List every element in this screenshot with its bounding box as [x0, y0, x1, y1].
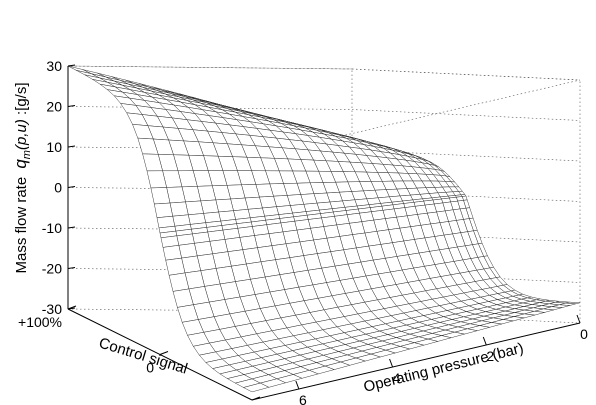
x-tick — [389, 358, 394, 368]
x-axis-line — [251, 322, 581, 401]
y-tick — [159, 351, 169, 355]
surface-cell — [156, 215, 176, 229]
surface-cell — [165, 257, 186, 276]
surface-cell — [185, 200, 204, 216]
surface-cell — [200, 199, 219, 214]
x-tick — [295, 380, 300, 390]
z-tick — [67, 226, 76, 229]
z-tick — [67, 145, 76, 148]
z-tick-label: -30 — [42, 301, 62, 317]
surface-cell — [154, 202, 173, 218]
y-tick-label: 0 — [146, 360, 154, 376]
z-tick-label: 30 — [46, 58, 62, 74]
y-tick-label: +100% — [18, 314, 62, 330]
z-axis-args: (p,u) — [13, 119, 30, 150]
z-tick — [67, 105, 76, 107]
z-axis-unit: :[g/s] — [13, 82, 30, 119]
z-tick-label: 0 — [54, 180, 62, 196]
y-tick — [67, 305, 77, 310]
z-tick — [67, 186, 76, 188]
z-axis-subscript: m — [21, 150, 33, 159]
surface-cell — [215, 198, 234, 213]
x-tick-label: 6 — [299, 392, 307, 405]
z-axis-symbol: q — [11, 159, 30, 169]
z-axis-label: Mass flow rate qm(p,u) :[g/s] — [11, 82, 33, 273]
surface-cell — [239, 235, 258, 250]
z-axis-label-text: Mass flow rate — [13, 177, 30, 274]
surface-cell — [203, 211, 221, 223]
surface-cell — [169, 201, 189, 217]
z-tick — [67, 267, 76, 269]
z-tick-label: -10 — [42, 220, 62, 236]
box-edge — [351, 109, 581, 121]
x-tick-label: 0 — [580, 326, 588, 342]
surface-cell — [194, 241, 213, 257]
z-tick-label: 10 — [46, 139, 62, 155]
surface-cell — [150, 187, 171, 205]
surface-cell — [188, 213, 206, 225]
box-edge — [67, 106, 353, 110]
box-edge — [67, 65, 353, 70]
flow-surface-mesh — [67, 65, 581, 393]
surface-cell — [209, 239, 229, 255]
y-axis-label: Control signal — [97, 335, 190, 378]
surface-cell — [162, 245, 182, 261]
surface-cell — [243, 382, 270, 393]
x-tick — [482, 336, 487, 346]
box-edge — [351, 68, 581, 81]
z-tick — [67, 64, 76, 67]
x-tick-label: 2 — [486, 348, 494, 364]
box-edge — [67, 65, 353, 70]
surface-cell — [178, 243, 198, 259]
box-edge — [351, 68, 581, 81]
x-tick-label: 4 — [393, 370, 401, 386]
surface-cell — [224, 237, 243, 252]
y-tick — [251, 396, 261, 401]
z-tick-label: -20 — [42, 261, 62, 277]
z-tick-label: 20 — [46, 99, 62, 115]
surface-cell — [67, 65, 92, 74]
x-tick — [576, 314, 581, 324]
